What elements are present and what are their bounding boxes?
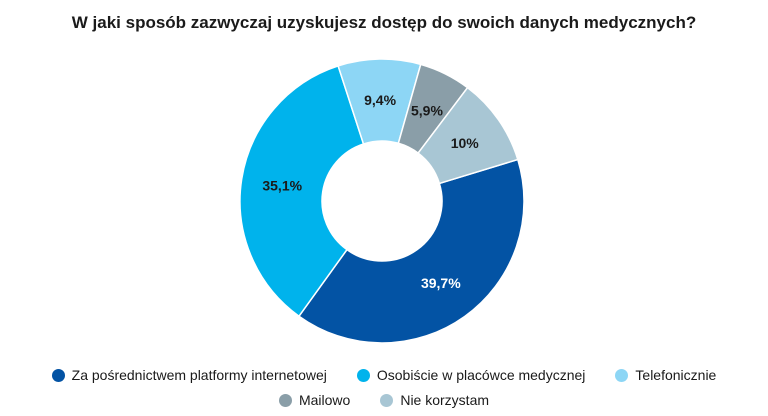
legend-swatch-platform [51,368,65,382]
slice-in-person [239,64,365,318]
slice-label-email: 5,9% [411,103,443,119]
legend-swatch-email [278,393,292,407]
slice-platform [297,158,525,344]
legend-label-email: Mailowo [298,392,351,408]
chart-title: W jaki sposób zazwyczaj uzyskujesz dostę… [71,13,697,32]
legend-swatch-in-person [356,368,370,382]
legend-row-1: Za pośrednictwem platformy internetowej … [0,367,768,383]
slice-label-phone: 9,4% [364,92,396,108]
legend-row-2: Mailowo Nie korzystam [0,392,768,408]
legend-swatch-none [380,393,394,407]
legend-label-in-person: Osobiście w placówce medycznej [376,367,586,383]
slice-label-platform: 39,7% [421,275,461,291]
legend-label-phone: Telefonicznie [635,367,717,383]
legend-item-phone: Telefonicznie [615,367,716,383]
legend-label-none: Nie korzystam [400,392,490,408]
slice-label-none: 10% [451,135,480,151]
legend-item-in-person: Osobiście w placówce medycznej [356,367,586,383]
slice-none [417,86,519,185]
legend-item-none: Nie korzystam [380,392,489,408]
slice-label-in-person: 35,1% [262,177,302,193]
legend-item-platform: Za pośrednictwem platformy internetowej [51,367,327,383]
legend-swatch-phone [615,368,629,382]
legend-label-platform: Za pośrednictwem platformy internetowej [71,367,327,383]
legend-item-email: Mailowo [278,392,351,408]
